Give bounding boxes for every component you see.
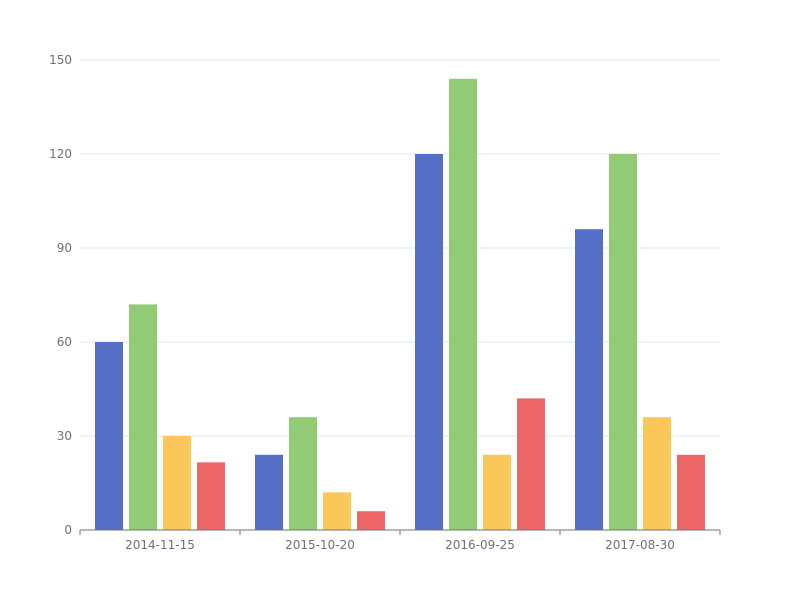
bars — [95, 78, 705, 531]
bar-series-1-2016-09-25[interactable] — [415, 154, 443, 530]
y-tick-label: 120 — [49, 147, 72, 161]
y-tick-label: 60 — [57, 335, 72, 349]
bar-series-4-2017-08-30[interactable] — [677, 454, 705, 530]
x-tick-label: 2014-11-15 — [125, 538, 195, 552]
y-tick-label: 90 — [57, 241, 72, 255]
x-tick-label: 2015-10-20 — [285, 538, 355, 552]
bar-series-2-2016-09-25[interactable] — [449, 78, 477, 531]
bar-series-2-2017-08-30[interactable] — [609, 154, 637, 530]
bar-series-3-2017-08-30[interactable] — [643, 417, 671, 530]
bar-series-4-2015-10-20[interactable] — [357, 511, 385, 530]
bar-series-3-2016-09-25[interactable] — [483, 454, 511, 530]
bar-series-3-2014-11-15[interactable] — [163, 436, 191, 530]
axes: 0 30 60 90 120 150 2014-11-15 2015-10-20 2016-09… — [49, 53, 721, 552]
bar-series-4-2014-11-15[interactable] — [197, 462, 225, 530]
bar-series-2-2015-10-20[interactable] — [289, 417, 317, 530]
bar-series-1-2014-11-15[interactable] — [95, 342, 123, 530]
bar-series-1-2015-10-20[interactable] — [255, 454, 283, 530]
bar-series-3-2015-10-20[interactable] — [323, 492, 351, 530]
bar-series-2-2014-11-15[interactable] — [129, 304, 157, 530]
y-tick-label: 30 — [57, 429, 72, 443]
x-tick-label: 2016-09-25 — [445, 538, 515, 552]
bar-series-4-2016-09-25[interactable] — [517, 398, 545, 530]
bar-series-1-2017-08-30[interactable] — [575, 229, 603, 530]
y-tick-label: 0 — [64, 523, 72, 537]
y-tick-label: 150 — [49, 53, 72, 67]
x-tick-label: 2017-08-30 — [605, 538, 675, 552]
